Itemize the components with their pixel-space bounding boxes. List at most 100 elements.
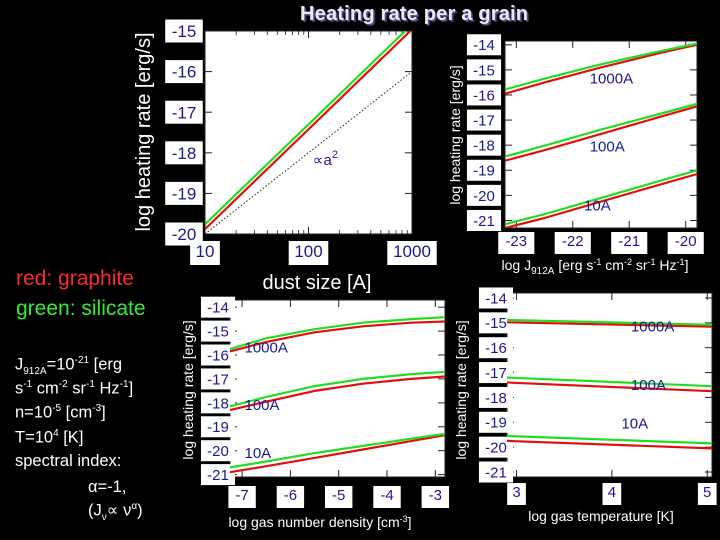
parameter-line-3: T=104 [K]	[15, 428, 84, 447]
curve-label: 100A	[631, 377, 666, 394]
y-tick-label: -16	[207, 347, 229, 364]
y-tick-label: -19	[473, 163, 495, 180]
series-graphite-100A	[507, 381, 712, 393]
y-tick-label-bg	[478, 461, 514, 483]
y-tick-label: -15	[473, 62, 495, 79]
series-silicate	[205, 31, 407, 226]
x-tick-label-bg	[697, 483, 717, 505]
y-axis-label: log heating rate [erg/s]	[180, 320, 196, 459]
x-tick-label: -22	[562, 233, 584, 250]
x-tick-label: -21	[618, 233, 640, 250]
series-graphite-100A	[230, 375, 445, 412]
y-tick-label: -15	[485, 315, 507, 332]
y-tick-label: -18	[485, 390, 507, 407]
y-tick-label-bg	[478, 362, 514, 384]
y-tick-label: -14	[485, 290, 507, 307]
y-tick-label-bg	[478, 312, 514, 334]
x-tick-label-bg	[387, 241, 437, 265]
y-tick-label: -14	[473, 37, 495, 54]
series-graphite-10A	[230, 434, 445, 474]
x-tick-label-bg	[325, 486, 353, 508]
y-tick-label-bg	[466, 184, 502, 206]
y-tick-label-bg	[478, 411, 514, 433]
y-tick-label-bg	[478, 386, 514, 408]
y-axis-label: log heating rate [erg/s]	[447, 65, 463, 204]
series-silicate-100A	[507, 376, 712, 388]
y-tick-label-bg	[200, 416, 236, 438]
y-tick-label-bg	[165, 222, 203, 246]
y-tick-label-bg	[466, 34, 502, 56]
y-tick-label-bg	[200, 392, 236, 414]
x-tick-label: -4	[380, 487, 393, 504]
curve-label: ∝a2	[313, 149, 338, 169]
y-tick-label: -21	[207, 467, 229, 484]
y-tick-label: -19	[207, 419, 229, 436]
curve-label: 100A	[244, 397, 279, 414]
x-tick-label: 4	[608, 484, 616, 501]
y-tick-label: -15	[207, 323, 229, 340]
series-group	[205, 31, 412, 234]
y-tick-label: -16	[485, 340, 507, 357]
y-tick-label-bg	[200, 320, 236, 342]
y-tick-label: -18	[207, 395, 229, 412]
chart-J: -23 -22 -21 -20 -14 -15 -16 -17 -18 -19 -20 -21 1000…	[447, 34, 704, 277]
chart-n: -7 -6 -5 -4 -3 -14 -15 -16 -17 -18 -19 -20 -21 1000A 1…	[180, 296, 450, 530]
y-tick-label-bg	[478, 436, 514, 458]
parameter-line-2: n=10-5 [cm-3]	[15, 403, 106, 422]
y-tick-label: -18	[172, 144, 197, 163]
series-graphite-1000A	[505, 43, 697, 95]
x-tick-label-bg	[667, 232, 704, 254]
curve-label: 10A	[584, 197, 611, 214]
y-tick-label: -19	[172, 185, 197, 204]
y-tick-label-bg	[165, 181, 203, 205]
y-tick-label: -17	[473, 112, 495, 129]
parameter-line-5: α=-1,	[88, 478, 127, 496]
x-tick-label: -7	[235, 487, 248, 504]
legend-graphite: red: graphite	[16, 267, 134, 290]
y-tick-label: -16	[473, 87, 495, 104]
y-tick-label-bg	[165, 141, 203, 165]
curve-label: 1000A	[631, 319, 674, 336]
y-tick-label: -17	[172, 103, 197, 122]
series-silicate-10A	[507, 434, 712, 445]
plot-area	[204, 30, 413, 235]
series-group	[505, 42, 697, 228]
series-silicate-100A	[230, 370, 445, 408]
y-tick-label-bg	[200, 344, 236, 366]
x-axis-label: log gas number density [cm-3]	[228, 514, 411, 530]
x-axis-label: dust size [A]	[263, 272, 372, 294]
slide-title: Heating rate per a grain	[300, 3, 529, 25]
y-tick-label-bg	[466, 109, 502, 131]
series-silicate-1000A	[507, 318, 712, 326]
series-graphite-1000A	[507, 321, 712, 328]
y-tick-label: -17	[207, 371, 229, 388]
series-silicate-1000A	[230, 316, 445, 351]
y-tick-label-bg	[200, 440, 236, 462]
series-graphite-10A	[505, 172, 697, 228]
y-tick-label-bg	[466, 134, 502, 156]
y-tick-label-bg	[200, 464, 236, 486]
x-tick-label-bg	[276, 486, 305, 508]
x-tick-label: 3	[512, 484, 520, 501]
y-tick-label: -14	[207, 300, 229, 317]
curve-label: 10A	[244, 445, 271, 462]
x-tick-label-bg	[602, 483, 622, 505]
y-tick-label: -15	[172, 22, 197, 41]
series-graphite-100A	[505, 105, 697, 162]
y-tick-label-bg	[478, 337, 514, 359]
y-axis-label: log heating rate [erg/s]	[453, 320, 469, 459]
y-axis-label: log heating rate [erg/s]	[133, 32, 155, 231]
x-tick-label-bg	[611, 232, 648, 254]
y-tick-label-bg	[200, 368, 236, 390]
y-tick-label-bg	[466, 159, 502, 181]
y-tick-label: -20	[473, 188, 495, 205]
x-tick-label: -23	[505, 233, 527, 250]
y-tick-label: -18	[473, 138, 495, 155]
y-tick-label: -21	[485, 464, 507, 481]
y-tick-label-bg	[478, 287, 514, 309]
y-tick-label-bg	[466, 209, 502, 231]
x-tick-label: -20	[675, 233, 697, 250]
chart-size: 10 100 1000 -15 -16 -17 -18 -19 -20 ∝a2 dust size …	[133, 19, 437, 294]
